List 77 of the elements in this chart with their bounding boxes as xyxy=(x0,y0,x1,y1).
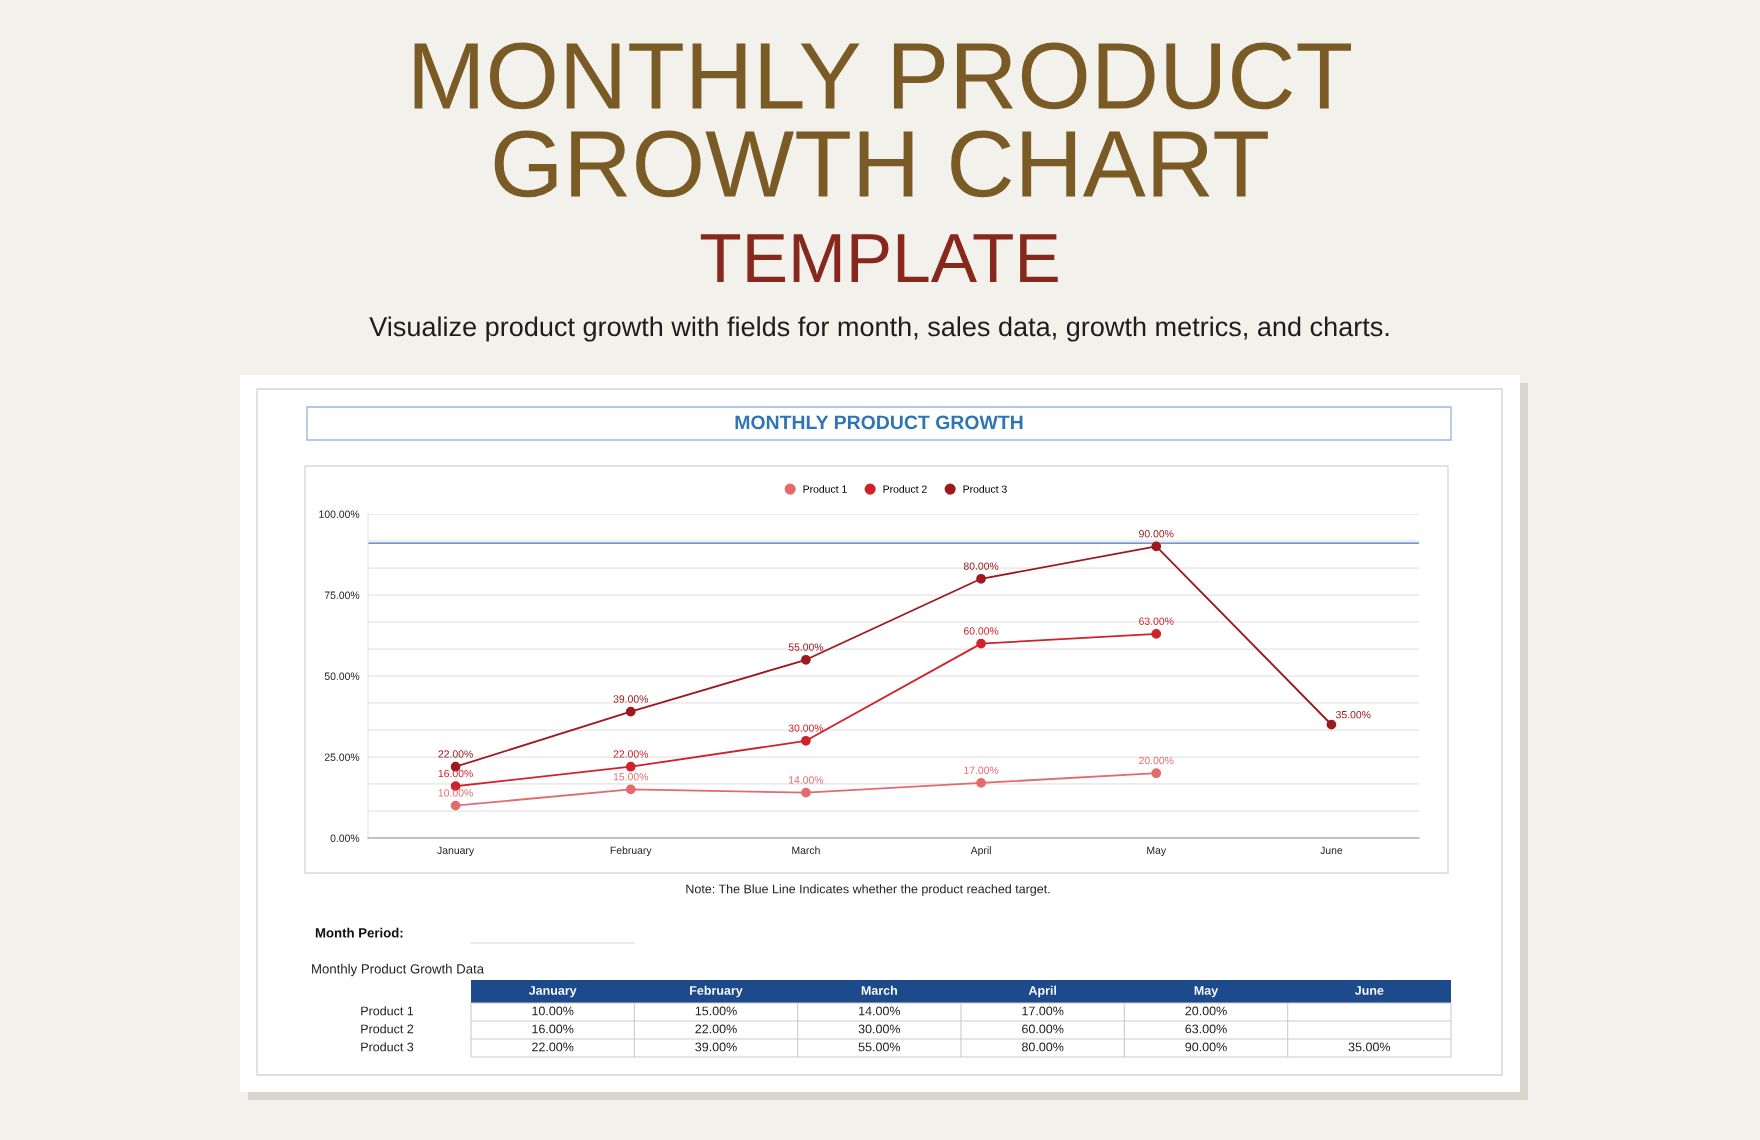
text: Product 2 xyxy=(361,1024,414,1034)
text: Product 3 xyxy=(361,1042,414,1052)
data-label: 60.00% xyxy=(963,627,999,635)
category-label: January xyxy=(528,986,577,998)
chart-subtitle: Visualize product growth with fields for month, sales data, growth metrics, and charts. xyxy=(369,316,1389,342)
text: 20.00% xyxy=(1185,1006,1227,1016)
data-label: 16.00% xyxy=(438,769,473,778)
text: 39.00% xyxy=(695,1042,737,1052)
text: 90.00% xyxy=(1185,1042,1227,1052)
x-tick-label: February xyxy=(610,846,652,857)
text: TEMPLATE xyxy=(700,234,1058,282)
data-label: 30.00% xyxy=(788,724,824,732)
legend-label: Product 1 xyxy=(803,485,847,493)
data-label: 90.00% xyxy=(1139,530,1174,538)
text: 15.00% xyxy=(695,1006,737,1016)
point xyxy=(625,784,636,795)
data-label: 20.00% xyxy=(1139,756,1174,765)
text: MONTHLY PRODUCT xyxy=(414,42,1352,110)
point xyxy=(450,800,461,811)
category-label: May xyxy=(1194,986,1219,998)
text: 63.00% xyxy=(1185,1024,1227,1034)
text: 35.00% xyxy=(1348,1042,1391,1052)
point xyxy=(801,735,811,746)
data-label: 22.00% xyxy=(438,750,473,758)
text: Month Period: xyxy=(315,927,403,938)
x-tick-label: March xyxy=(792,846,820,854)
legend-label: Product 2 xyxy=(883,485,927,493)
text: 16.00% xyxy=(532,1024,574,1034)
point xyxy=(1151,629,1162,639)
data-label: 22.00% xyxy=(613,750,649,758)
text: 55.00% xyxy=(858,1042,901,1052)
text: 30.00% xyxy=(858,1024,901,1034)
text: Monthly Product Growth Data xyxy=(312,963,485,977)
y-tick-label: 50.00% xyxy=(324,672,360,680)
point xyxy=(801,654,811,665)
data-label: 15.00% xyxy=(613,773,649,781)
data-label: 63.00% xyxy=(1139,617,1174,625)
data-label: 80.00% xyxy=(963,562,999,570)
data-label: 14.00% xyxy=(789,776,824,784)
x-tick-label: May xyxy=(1147,846,1167,857)
point xyxy=(976,573,986,584)
point xyxy=(1151,768,1162,779)
text: 14.00% xyxy=(859,1006,901,1016)
text: 22.00% xyxy=(532,1042,574,1052)
point xyxy=(976,638,986,649)
point xyxy=(625,761,636,772)
text: 60.00% xyxy=(1022,1024,1064,1034)
text: 80.00% xyxy=(1022,1042,1064,1052)
legend-label: Product 3 xyxy=(963,485,1007,493)
point xyxy=(801,787,811,798)
category-label: June xyxy=(1354,986,1384,995)
text: GROWTH CHART xyxy=(494,130,1268,198)
text: Product 1 xyxy=(361,1006,414,1016)
x-tick-label: June xyxy=(1320,846,1343,854)
y-tick-label: 0.00% xyxy=(330,834,360,842)
y-tick-label: 25.00% xyxy=(324,753,360,761)
y-tick-label: 75.00% xyxy=(324,591,360,599)
text: 10.00% xyxy=(532,1006,574,1016)
chart-title: MONTHLY PRODUCT GROWTH xyxy=(735,415,1023,430)
data-label: 35.00% xyxy=(1335,711,1371,719)
point xyxy=(1326,719,1337,730)
y-tick-label: 100.00% xyxy=(319,510,360,518)
text: Note: The Blue Line Indicates whether the product reached target. xyxy=(686,884,1050,896)
point xyxy=(625,706,636,717)
category-label: March xyxy=(861,985,897,995)
category-label: February xyxy=(690,985,743,998)
x-tick-label: January xyxy=(437,846,475,857)
data-label: 10.00% xyxy=(438,789,473,797)
point xyxy=(976,778,986,788)
text: 17.00% xyxy=(1022,1006,1064,1016)
x-tick-label: April xyxy=(970,846,991,857)
text: 22.00% xyxy=(695,1024,737,1034)
data-label: 39.00% xyxy=(613,695,649,703)
category-label: April xyxy=(1028,985,1057,998)
data-label: 17.00% xyxy=(964,766,999,774)
point xyxy=(1151,541,1162,552)
data-label: 55.00% xyxy=(788,643,824,651)
